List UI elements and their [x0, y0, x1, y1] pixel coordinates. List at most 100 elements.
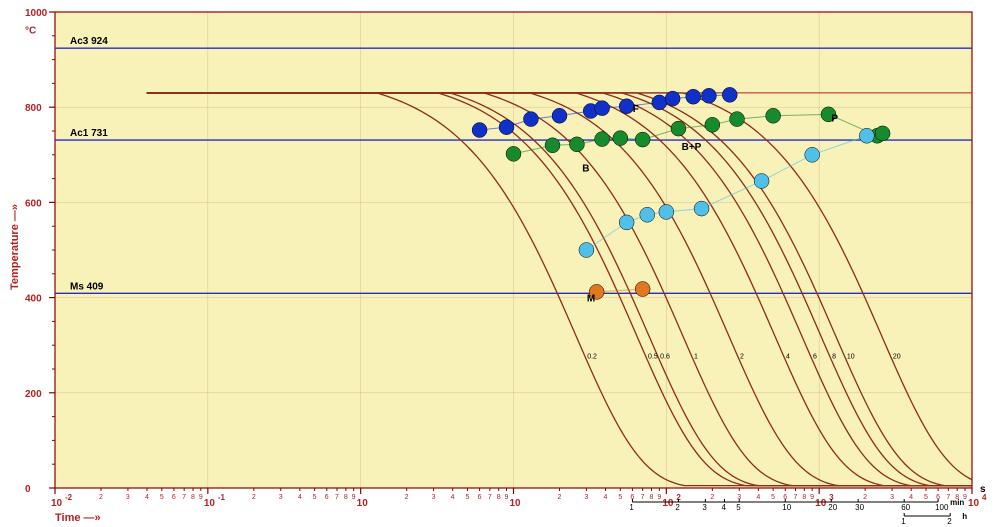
x-tick-exp: -1: [218, 493, 226, 502]
x-minor-label: 6: [325, 494, 329, 501]
x-minor-label: 7: [793, 494, 797, 501]
y-axis-title: Temperature —»: [9, 204, 21, 290]
bainite-marker: [694, 201, 709, 216]
x-tick-exp: -2: [65, 493, 73, 502]
cooling-rate-label: 1: [694, 354, 698, 361]
pearlite-marker: [875, 126, 890, 141]
x-minor-label: 4: [145, 494, 149, 501]
ferrite-marker: [686, 89, 701, 104]
x-unit: s: [980, 484, 986, 495]
phase-label: F: [633, 104, 639, 115]
y-tick-label: 1000: [25, 8, 48, 19]
ferrite-marker: [701, 88, 716, 103]
critical-line-label: Ac3 924: [70, 36, 108, 47]
x-minor-label: 2: [863, 494, 867, 501]
cooling-rate-label: 0.5: [648, 354, 658, 361]
x-minor-label: 3: [279, 494, 283, 501]
x-minor-label: 4: [604, 494, 608, 501]
x-minor-label: 9: [505, 494, 509, 501]
ferrite-marker: [523, 112, 538, 127]
secondary-tick-label: 1: [629, 503, 634, 512]
x-minor-label: 4: [756, 494, 760, 501]
phase-label: P: [831, 113, 838, 124]
y-tick-label: 800: [25, 103, 42, 114]
x-minor-label: 9: [657, 494, 661, 501]
bainite-marker: [754, 173, 769, 188]
secondary-tick-label: 60: [901, 503, 910, 512]
x-minor-label: 5: [771, 494, 775, 501]
ferrite-marker: [722, 87, 737, 102]
x-minor-label: 2: [405, 494, 409, 501]
y-tick-label: 200: [25, 389, 42, 400]
x-minor-label: 5: [160, 494, 164, 501]
x-minor-label: 8: [344, 494, 348, 501]
pearlite-marker: [595, 132, 610, 147]
pearlite-marker: [671, 121, 686, 136]
x-minor-label: 3: [126, 494, 130, 501]
martensite-marker: [635, 282, 650, 297]
secondary-tick-label: 1: [901, 517, 906, 526]
cooling-rate-label: 0.2: [587, 354, 597, 361]
x-minor-label: 9: [810, 494, 814, 501]
x-minor-label: 3: [432, 494, 436, 501]
ferrite-marker: [665, 91, 680, 106]
x-tick-label: 10: [510, 498, 522, 509]
secondary-axis-unit: h: [962, 512, 967, 521]
pearlite-marker: [635, 132, 650, 147]
pearlite-marker: [569, 137, 584, 152]
secondary-tick-label: 20: [828, 503, 837, 512]
pearlite-marker: [705, 117, 720, 132]
secondary-tick-label: 30: [855, 503, 864, 512]
pearlite-marker: [730, 112, 745, 127]
x-minor-label: 2: [252, 494, 256, 501]
x-minor-label: 4: [451, 494, 455, 501]
cooling-rate-label: 2: [740, 354, 744, 361]
x-minor-label: 6: [172, 494, 176, 501]
cooling-rate-label: 20: [893, 354, 901, 361]
ferrite-marker: [595, 101, 610, 116]
phase-label: M: [587, 293, 595, 304]
secondary-axis-unit: min: [950, 498, 964, 507]
x-minor-label: 3: [584, 494, 588, 501]
x-minor-label: 7: [641, 494, 645, 501]
bainite-marker: [859, 128, 874, 143]
x-tick-label: 10: [204, 498, 216, 509]
cooling-rate-label: 0.6: [660, 354, 670, 361]
ferrite-marker: [652, 95, 667, 110]
secondary-tick-label: 10: [782, 503, 791, 512]
critical-line-label: Ms 409: [70, 281, 104, 292]
x-minor-label: 8: [497, 494, 501, 501]
ferrite-marker: [472, 123, 487, 138]
x-minor-label: 5: [465, 494, 469, 501]
x-minor-label: 5: [618, 494, 622, 501]
cooling-rate-label: 10: [847, 354, 855, 361]
x-minor-label: 9: [352, 494, 356, 501]
x-minor-label: 2: [99, 494, 103, 501]
x-minor-label: 5: [924, 494, 928, 501]
x-tick-label: 10: [968, 498, 980, 509]
x-minor-label: 5: [313, 494, 317, 501]
x-minor-label: 9: [199, 494, 203, 501]
y-tick-label: 0: [25, 484, 31, 495]
pearlite-marker: [545, 138, 560, 153]
y-tick-label: 400: [25, 294, 42, 305]
x-minor-label: 2: [558, 494, 562, 501]
x-minor-label: 3: [890, 494, 894, 501]
y-unit-label: °C: [25, 25, 36, 36]
x-minor-label: 6: [478, 494, 482, 501]
secondary-tick-label: 2: [675, 503, 680, 512]
y-tick-label: 600: [25, 198, 42, 209]
x-minor-label: 7: [488, 494, 492, 501]
bainite-marker: [579, 243, 594, 258]
secondary-tick-label: 4: [721, 503, 726, 512]
phase-label: B: [582, 163, 589, 174]
x-minor-label: 8: [802, 494, 806, 501]
x-tick-label: 10: [662, 498, 674, 509]
phase-label: B+P: [682, 142, 702, 153]
x-tick-label: 10: [815, 498, 827, 509]
pearlite-marker: [766, 108, 781, 123]
bainite-marker: [659, 204, 674, 219]
x-tick-label: 10: [357, 498, 369, 509]
x-minor-label: 4: [298, 494, 302, 501]
bainite-marker: [640, 207, 655, 222]
